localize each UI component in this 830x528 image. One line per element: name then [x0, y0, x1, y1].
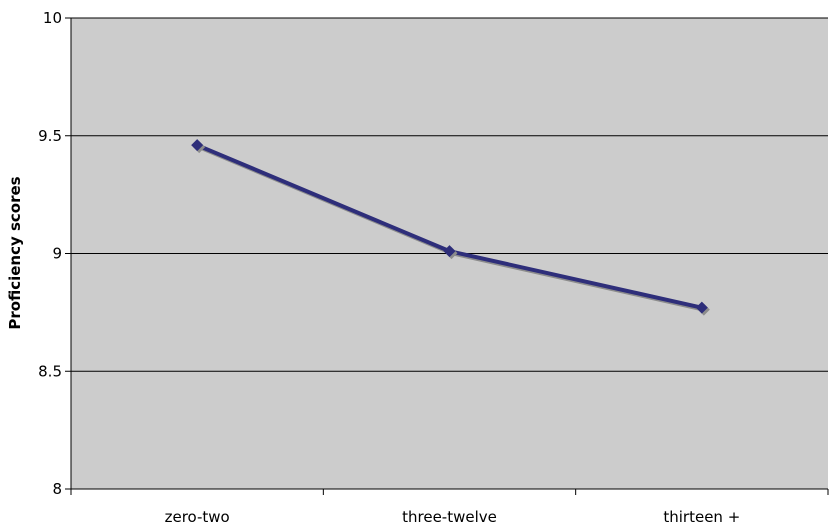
x-tick-label: thirteen + [663, 508, 740, 526]
x-ticks: zero-two three-twelve thirteen + [70, 489, 829, 526]
series [191, 139, 710, 316]
y-tick-label: 8 [52, 480, 62, 498]
x-tick-label: zero-two [165, 508, 230, 526]
y-tick-label: 9.5 [38, 127, 62, 145]
x-tick-label: three-twelve [402, 508, 497, 526]
data-point [443, 245, 456, 258]
data-point [695, 301, 708, 314]
y-tick-label: 9 [52, 245, 62, 263]
y-ticks: 8 8.5 9 9.5 10 [38, 9, 71, 498]
y-tick-label: 8.5 [38, 362, 62, 380]
data-point [191, 139, 204, 152]
y-axis-title: Proficiency scores [6, 176, 24, 329]
y-tick-label: 10 [43, 9, 62, 27]
